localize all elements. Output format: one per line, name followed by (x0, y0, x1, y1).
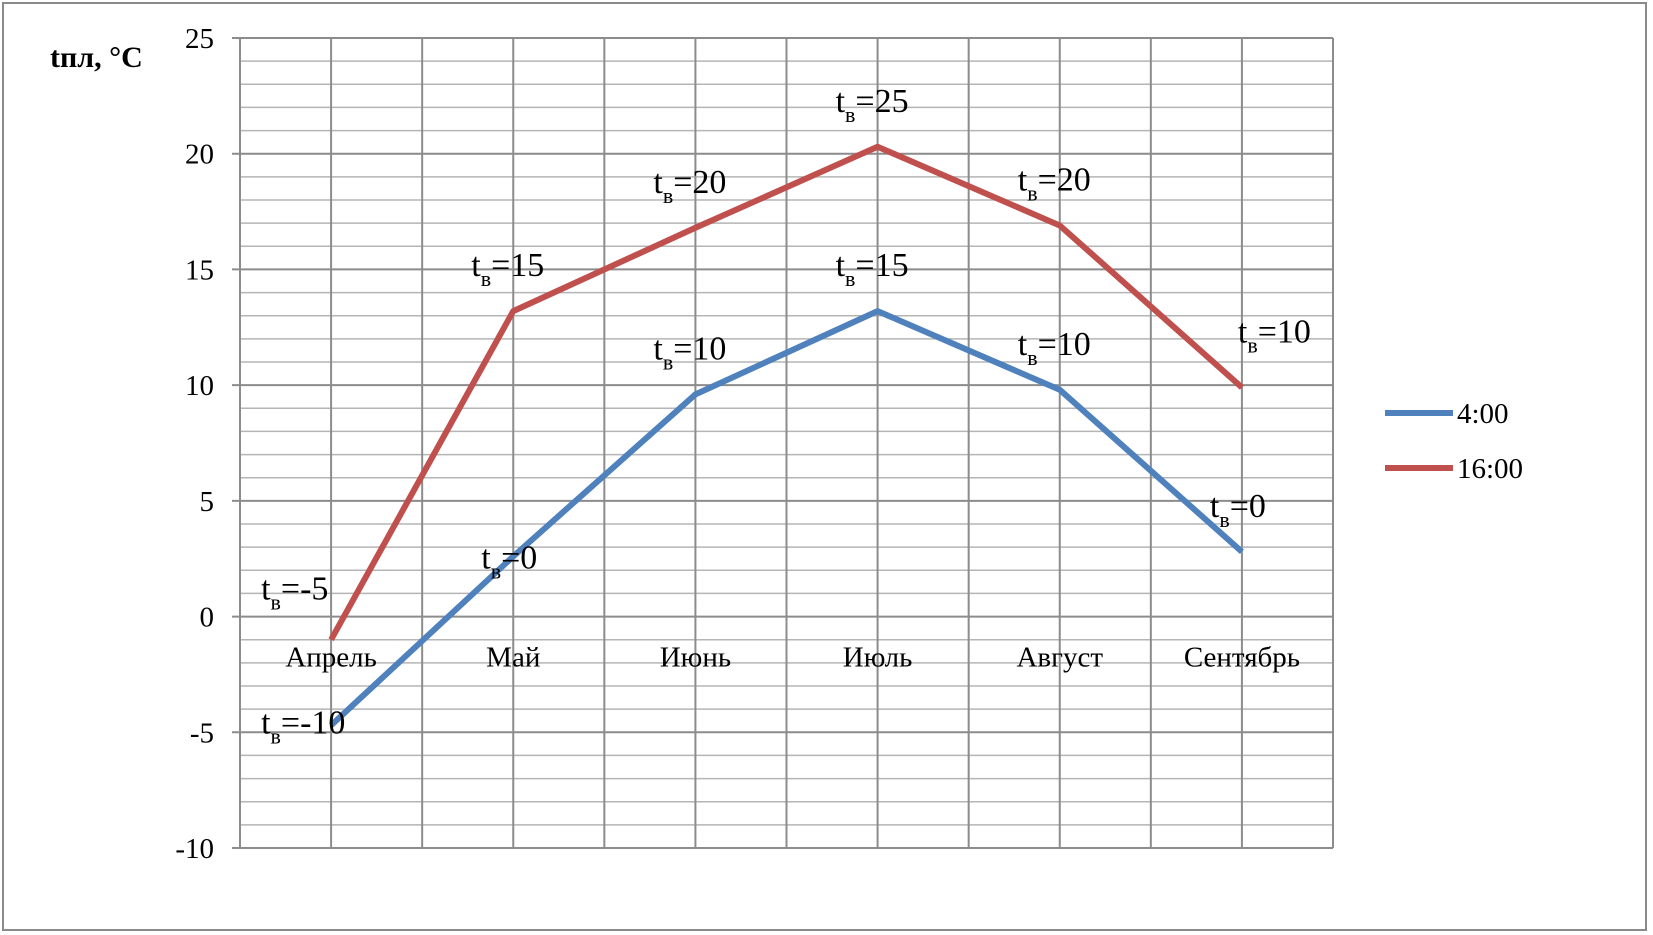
data-annotation: tв=-5 (261, 571, 328, 615)
data-annotation: tв=25 (836, 83, 909, 127)
data-annotation: tв=20 (1018, 161, 1091, 205)
x-category-label: Июнь (660, 642, 731, 674)
x-category-label: Апрель (285, 642, 377, 674)
legend-label: 16:00 (1457, 453, 1523, 485)
legend: 4:00 16:00 (1385, 398, 1523, 485)
y-tick-label: 0 (200, 602, 215, 634)
axis-layer: -10 -5 0 5 10 15 20 25 Апрель Май Июнь Июль Август Се… (175, 23, 1300, 865)
y-tick-label: 5 (200, 486, 215, 518)
y-tick-label: -10 (175, 833, 214, 865)
data-annotation: tв=15 (836, 247, 909, 291)
y-tick-label: 15 (185, 254, 214, 286)
data-annotation: tв=10 (653, 330, 726, 374)
grid-layer (232, 37, 1334, 849)
x-category-label: Июль (843, 642, 913, 674)
legend-label: 4:00 (1457, 398, 1509, 430)
data-annotation: tв=0 (481, 539, 537, 583)
y-tick-label: -5 (190, 717, 214, 749)
annotation-layer: tв=-10 tв=0 tв=10 tв=15 tв=10 tв=0 tв=-5 tв=15 t… (261, 83, 1311, 749)
series-line-1600 (328, 143, 1244, 642)
x-category-label: Май (486, 642, 540, 674)
x-category-label: Сентябрь (1184, 642, 1300, 674)
y-tick-label: 20 (185, 139, 214, 171)
data-annotation: tв=15 (471, 247, 544, 291)
data-annotation: tв=10 (1018, 326, 1091, 370)
data-annotation: tв=-10 (261, 704, 345, 748)
data-annotation: tв=20 (653, 164, 726, 208)
y-tick-label: 25 (185, 23, 214, 55)
series-layer (328, 143, 1244, 728)
y-axis-title: tпл, °C (50, 41, 143, 74)
series-line-400 (329, 308, 1244, 728)
data-annotation: tв=10 (1238, 313, 1311, 357)
data-annotation: tв=0 (1210, 488, 1266, 532)
y-tick-label: 10 (185, 370, 214, 402)
x-category-label: Август (1016, 642, 1103, 674)
